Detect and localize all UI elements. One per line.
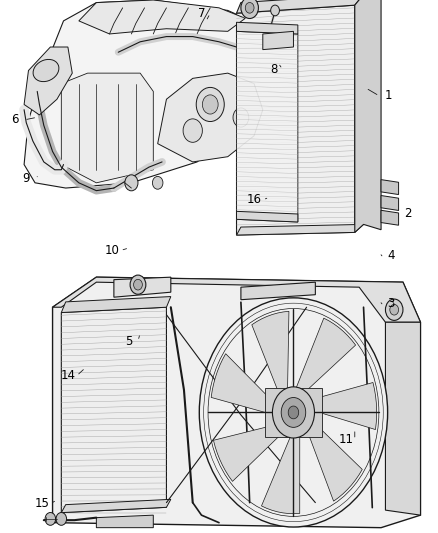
Circle shape	[56, 513, 67, 526]
Circle shape	[134, 279, 142, 290]
Circle shape	[183, 119, 202, 142]
Polygon shape	[79, 0, 245, 34]
Ellipse shape	[33, 59, 59, 82]
Text: 2: 2	[404, 207, 412, 220]
Polygon shape	[263, 31, 293, 50]
Text: 7: 7	[198, 7, 205, 20]
Polygon shape	[61, 307, 166, 513]
Text: 4: 4	[387, 249, 395, 262]
Circle shape	[45, 513, 56, 526]
Text: 11: 11	[339, 433, 353, 446]
Polygon shape	[96, 515, 153, 528]
Circle shape	[272, 387, 314, 438]
Text: 16: 16	[247, 193, 261, 206]
Text: 1: 1	[384, 90, 392, 102]
Circle shape	[390, 304, 399, 315]
Circle shape	[271, 5, 279, 16]
Circle shape	[196, 87, 224, 122]
Polygon shape	[237, 211, 298, 222]
Text: 3: 3	[387, 297, 394, 310]
Polygon shape	[310, 383, 377, 430]
Circle shape	[233, 108, 249, 127]
Polygon shape	[61, 499, 171, 513]
Circle shape	[199, 298, 388, 527]
Polygon shape	[61, 296, 171, 312]
Text: 8: 8	[270, 63, 277, 76]
Circle shape	[245, 3, 254, 13]
Circle shape	[281, 398, 306, 427]
Circle shape	[130, 275, 146, 294]
Polygon shape	[237, 5, 355, 235]
Polygon shape	[385, 322, 420, 515]
Polygon shape	[265, 388, 322, 437]
Polygon shape	[355, 0, 381, 232]
Polygon shape	[381, 211, 399, 225]
Text: 9: 9	[22, 172, 30, 185]
Polygon shape	[61, 73, 153, 183]
Polygon shape	[158, 73, 263, 162]
Circle shape	[125, 175, 138, 191]
Circle shape	[385, 299, 403, 320]
Polygon shape	[381, 196, 399, 211]
Polygon shape	[252, 311, 289, 395]
Polygon shape	[53, 277, 420, 322]
Polygon shape	[24, 0, 276, 188]
Polygon shape	[307, 421, 362, 501]
Polygon shape	[237, 224, 364, 235]
Polygon shape	[237, 31, 298, 222]
Polygon shape	[296, 318, 356, 392]
Polygon shape	[211, 354, 275, 415]
Text: 15: 15	[34, 497, 49, 510]
Circle shape	[288, 406, 299, 419]
Polygon shape	[114, 277, 171, 297]
Polygon shape	[261, 435, 300, 514]
Polygon shape	[241, 282, 315, 300]
Circle shape	[241, 0, 258, 19]
Text: 10: 10	[104, 244, 119, 257]
Text: 5: 5	[126, 335, 133, 348]
Circle shape	[202, 95, 218, 114]
Polygon shape	[381, 180, 399, 195]
Polygon shape	[24, 47, 72, 115]
Text: 6: 6	[11, 114, 19, 126]
Text: 14: 14	[60, 369, 75, 382]
Polygon shape	[237, 0, 364, 13]
Circle shape	[152, 176, 163, 189]
Polygon shape	[213, 425, 283, 481]
Polygon shape	[237, 22, 298, 34]
Polygon shape	[53, 277, 420, 528]
